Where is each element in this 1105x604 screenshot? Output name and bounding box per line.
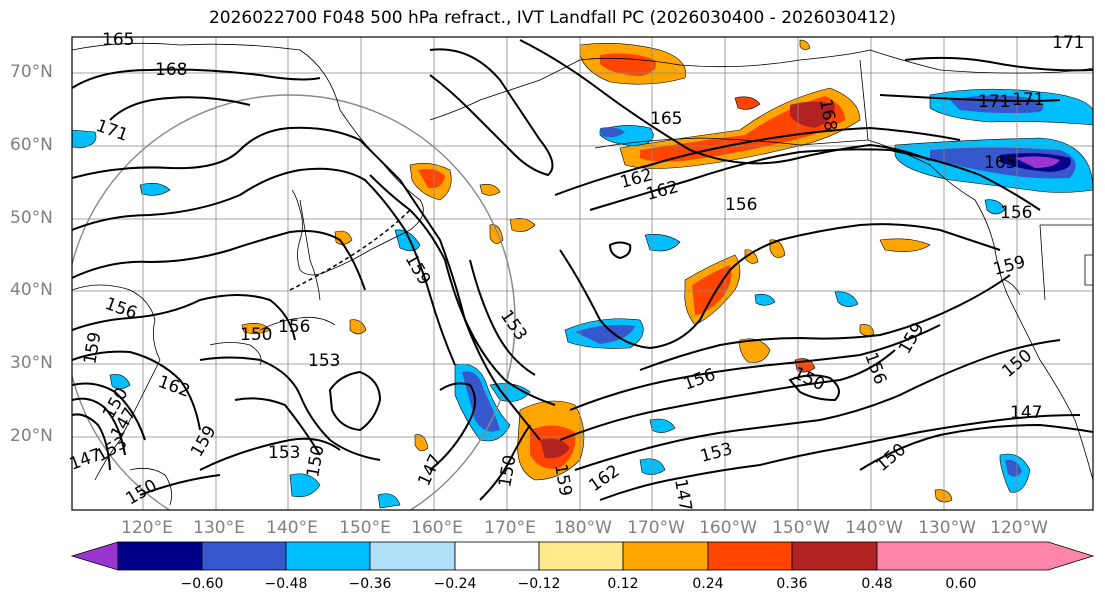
colorbar	[70, 541, 1095, 571]
colorbar-segment	[70, 541, 119, 571]
lon-label: 140°W	[845, 518, 903, 538]
landfall-region-circle	[72, 94, 516, 510]
contour-label: 153	[308, 351, 340, 371]
contour-label: 165	[650, 109, 682, 129]
lat-label: 70°N	[10, 62, 53, 82]
colorbar-tick-label: −0.48	[264, 576, 308, 592]
colorbar-segment	[454, 541, 540, 571]
contour-label: 156	[725, 195, 757, 215]
lat-label: 60°N	[10, 135, 53, 155]
colorbar-tick-label: 0.48	[861, 576, 893, 592]
colorbar-segment	[285, 541, 371, 571]
colorbar-segment	[201, 541, 287, 571]
colorbar-tick-label: −0.24	[433, 576, 477, 592]
lon-label: 120°W	[990, 518, 1048, 538]
lon-label: 170°E	[484, 518, 536, 538]
lat-label: 20°N	[10, 426, 53, 446]
colorbar-tick-label: 0.12	[607, 576, 639, 592]
colorbar-segment	[538, 541, 624, 571]
refractivity-contours	[72, 39, 1093, 501]
lat-label: 40°N	[10, 280, 53, 300]
colorbar-tick-label: 0.36	[776, 576, 808, 592]
colorbar-tick-label: −0.60	[180, 576, 224, 592]
contour-label: 171	[1012, 90, 1044, 110]
colorbar-tick-label: −0.12	[517, 576, 561, 592]
colorbar-tick-label: −0.36	[348, 576, 392, 592]
contour-label: 150	[240, 325, 272, 345]
contour-label: 147	[1010, 403, 1042, 423]
lon-label: 170°W	[627, 518, 685, 538]
lon-label: 130°E	[193, 518, 245, 538]
lon-label: 120°E	[121, 518, 173, 538]
contour-label: 165	[984, 153, 1016, 173]
positive-anomaly-shading	[241, 39, 953, 503]
contour-label: 153	[268, 443, 300, 463]
colorbar-segment	[707, 541, 793, 571]
colorbar-segment	[791, 541, 878, 571]
map-title: 2026022700 F048 500 hPa refract., IVT La…	[208, 8, 896, 28]
contour-label: 171	[978, 92, 1010, 112]
map-frame	[71, 36, 1094, 511]
negative-anomaly-shading	[72, 88, 1093, 509]
contour-label: 156	[278, 317, 310, 337]
contour-label: 156	[1000, 203, 1032, 223]
colorbar-tick-label: 0.24	[692, 576, 724, 592]
lat-label: 30°N	[10, 353, 53, 373]
colorbar-segment	[622, 541, 709, 571]
lat-label: 50°N	[10, 208, 53, 228]
colorbar-segment	[117, 541, 203, 571]
colorbar-segment	[369, 541, 456, 571]
lon-label: 150°W	[772, 518, 830, 538]
lon-label: 140°E	[266, 518, 318, 538]
colorbar-segment	[876, 541, 1095, 571]
lon-label: 150°E	[339, 518, 391, 538]
trajectory-dashed-line	[289, 209, 411, 291]
contour-label: 171	[1052, 33, 1084, 53]
lon-label: 160°E	[411, 518, 463, 538]
lon-label: 180°W	[554, 518, 612, 538]
contour-label: 165	[102, 30, 134, 50]
lon-label: 130°W	[918, 518, 976, 538]
colorbar-tick-label: 0.60	[945, 576, 977, 592]
lon-label: 160°W	[699, 518, 757, 538]
contour-label: 168	[155, 60, 187, 80]
